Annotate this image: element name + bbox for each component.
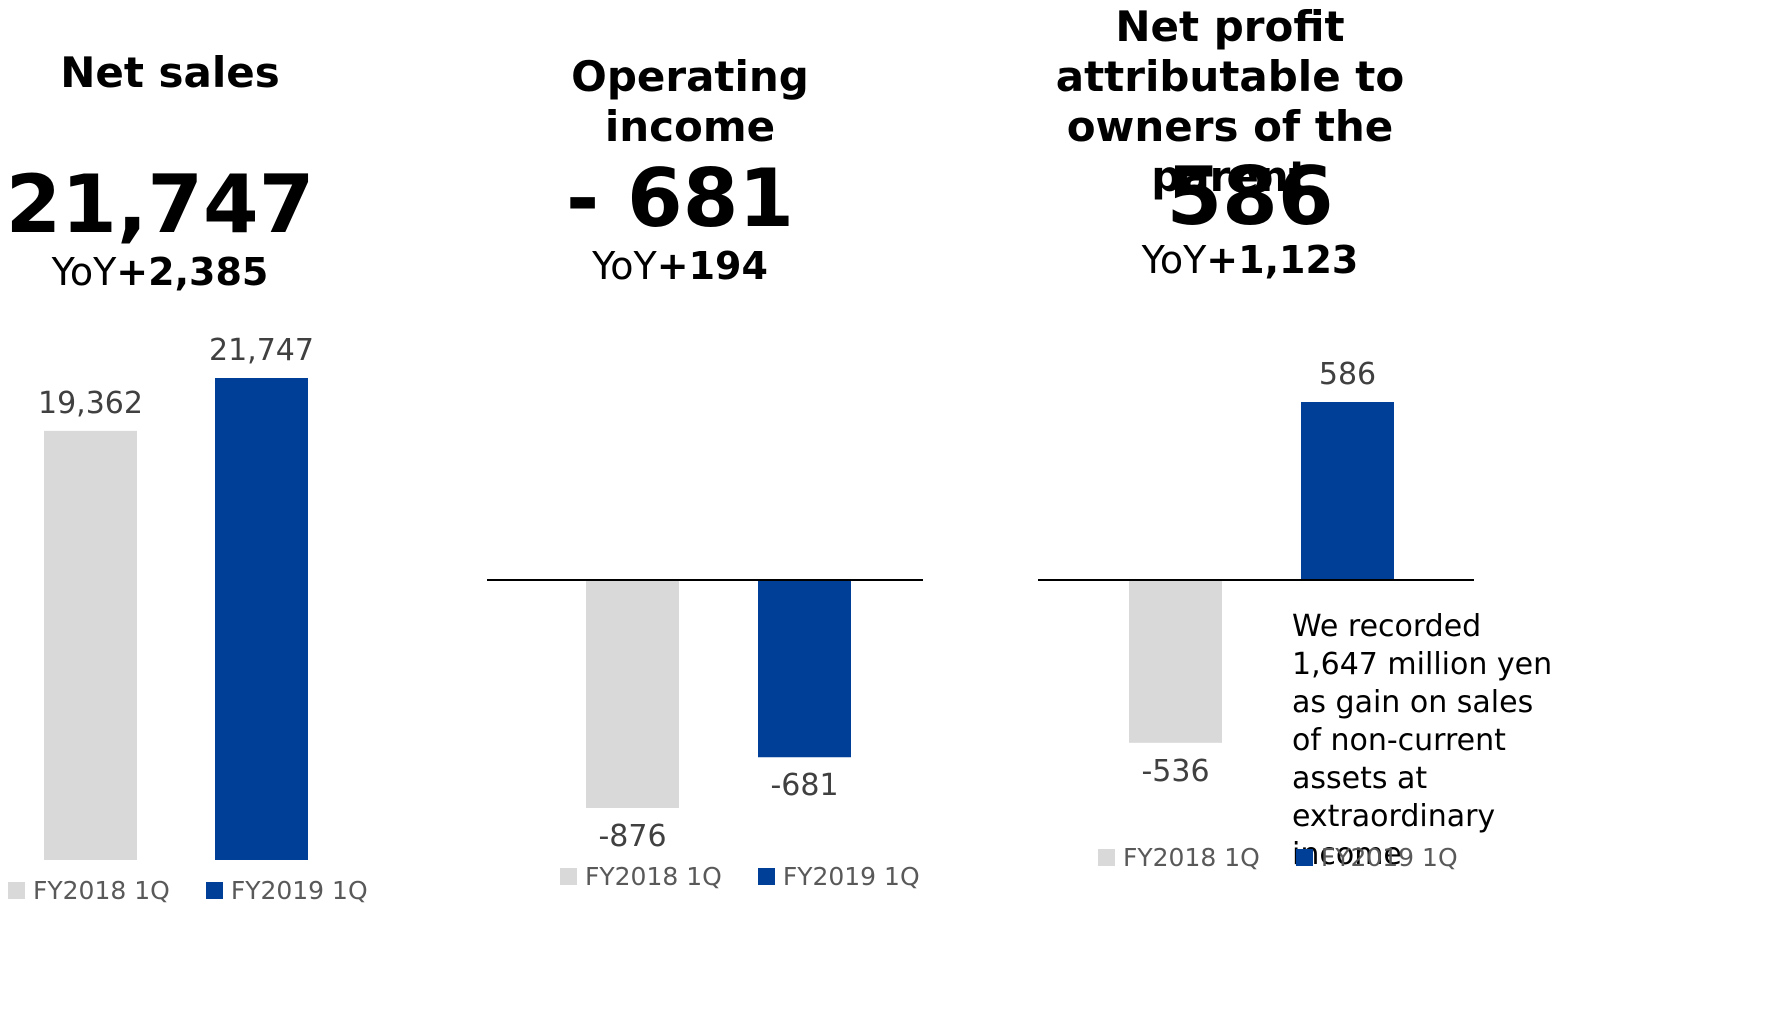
yoy-line: YoY+1,123 <box>1025 238 1475 282</box>
operating-income-bar-fy2019 <box>758 580 851 758</box>
legend-item-fy2019: FY2019 1Q <box>205 876 368 905</box>
net-profit-bar-fy2018 <box>1129 580 1222 743</box>
legend-label-fy2018: FY2018 1Q <box>1123 843 1260 872</box>
net-sales-data-label-fy2018: 19,362 <box>38 386 143 421</box>
extraordinary-income-note: We recorded 1,647 million yen as gain on… <box>1292 609 1553 872</box>
operating-income-data-label-fy2019: -681 <box>770 768 838 803</box>
headline-value: - 681 <box>565 152 795 245</box>
legend-swatch-fy2018 <box>560 868 577 885</box>
panel-operating-income: Operating income - 681 YoY+194 <box>480 0 900 1019</box>
legend-item-fy2018: FY2018 1Q <box>560 862 722 891</box>
operating-income-bar-fy2018 <box>586 580 679 808</box>
legend-label-fy2018: FY2018 1Q <box>33 876 170 905</box>
panel-title: Net sales <box>60 48 280 97</box>
legend: FY2018 1Q FY2019 1Q <box>1098 843 1458 872</box>
yoy-line: YoY+2,385 <box>0 250 330 294</box>
net-sales-bar-fy2018 <box>44 430 137 860</box>
yoy-value: +1,123 <box>1206 238 1359 282</box>
panel-net-profit: Net profit attributable to owners of the… <box>1005 0 1455 1019</box>
net-sales-data-label-fy2019: 21,747 <box>209 333 314 368</box>
yoy-value: +194 <box>656 244 768 288</box>
net-profit-data-label-fy2018: -536 <box>1141 754 1209 789</box>
legend-item-fy2018: FY2018 1Q <box>8 876 170 905</box>
net-profit-bar-fy2019 <box>1301 402 1394 580</box>
panel-title: Net profit attributable to owners of the… <box>1055 2 1405 201</box>
legend-swatch-fy2019 <box>1295 849 1313 866</box>
panel-net-sales: Net sales 21,747 YoY+2,385 <box>0 0 340 1019</box>
legend-item-fy2019: FY2019 1Q <box>1295 843 1458 872</box>
headline-value: 586 <box>1166 150 1334 243</box>
operating-income-data-label-fy2018: -876 <box>598 819 666 854</box>
legend: FY2018 1Q FY2019 1Q <box>560 862 920 891</box>
net-sales-bar-fy2019 <box>215 378 308 860</box>
headline-value: 21,747 <box>5 158 315 251</box>
legend-item-fy2019: FY2019 1Q <box>757 862 920 891</box>
panel-title: Operating income <box>571 52 809 151</box>
legend: FY2018 1Q FY2019 1Q <box>8 876 368 905</box>
yoy-prefix: YoY <box>592 244 657 288</box>
legend-swatch-fy2019 <box>205 882 223 899</box>
net-sales-chart: 19,362 21,747 <box>38 333 314 860</box>
yoy-value: +2,385 <box>116 250 269 294</box>
yoy-line: YoY+194 <box>460 244 900 288</box>
legend-label-fy2019: FY2019 1Q <box>1320 843 1458 872</box>
net-profit-data-label-fy2019: 586 <box>1319 357 1376 392</box>
legend-item-fy2018: FY2018 1Q <box>1098 843 1260 872</box>
legend-label-fy2019: FY2019 1Q <box>782 862 920 891</box>
yoy-prefix: YoY <box>1141 238 1207 282</box>
legend-label-fy2018: FY2018 1Q <box>585 862 722 891</box>
yoy-prefix: YoY <box>51 250 117 294</box>
legend-swatch-fy2019 <box>757 868 775 885</box>
legend-label-fy2019: FY2019 1Q <box>230 876 368 905</box>
legend-swatch-fy2018 <box>8 882 25 899</box>
legend-swatch-fy2018 <box>1098 849 1115 866</box>
